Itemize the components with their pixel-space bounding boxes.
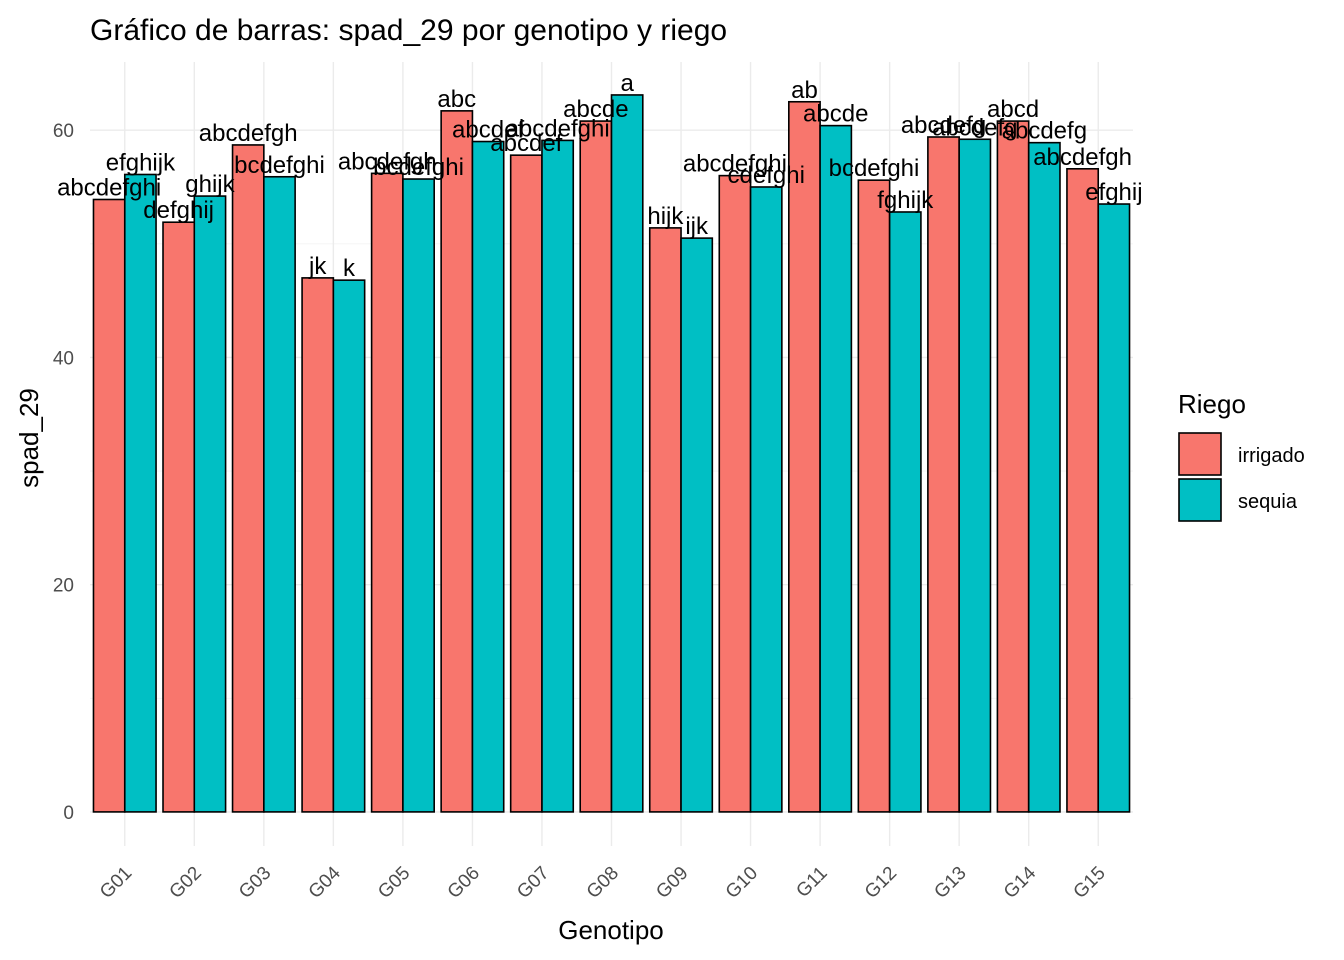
bar-sequia <box>541 139 575 813</box>
bar-irrigado <box>231 144 265 813</box>
bar-letter-label: defghij <box>143 197 214 224</box>
bar-letter-label: bcdefghi <box>373 154 464 181</box>
bar-letter-label: abcdefg <box>932 114 1017 141</box>
bar-letter-label: abc <box>437 86 476 113</box>
bar-letter-label: abcdef <box>490 130 562 157</box>
x-tick-label: G11 <box>792 863 831 902</box>
bar-letter-label: abcdefghi <box>506 115 610 142</box>
bar-letter-label: abcde <box>803 101 868 128</box>
bar-irrigado <box>718 174 752 813</box>
bar-letter-label: ab <box>791 77 818 104</box>
y-axis-ticks: 0 20 40 60 <box>53 121 74 824</box>
legend-label-sequia: sequia <box>1238 491 1298 513</box>
x-axis-ticks: G01 G02 G03 G04 G05 G06 G07 G08 G09 G10 G11 G12 G13 G… <box>96 862 1110 903</box>
bars <box>92 94 1131 813</box>
x-tick-label: G05 <box>374 863 414 903</box>
y-tick-label: 60 <box>53 121 74 142</box>
y-axis-title: spad_29 <box>14 388 44 488</box>
bar-letter-label: bcdefghi <box>829 155 920 182</box>
y-tick-label: 20 <box>53 576 74 597</box>
legend-label-irrigado: irrigado <box>1238 445 1305 467</box>
bar-irrigado <box>370 172 404 813</box>
bar-irrigado <box>579 120 613 813</box>
bar-letter-label: cdefghi <box>728 162 805 189</box>
legend-key-irrigado <box>1178 432 1222 476</box>
bar-sequia <box>332 279 366 813</box>
bar-irrigado <box>92 198 126 813</box>
legend-key-sequia <box>1178 478 1222 522</box>
bar-letter-label: abcdefghi <box>57 174 161 201</box>
bar-irrigado <box>440 110 474 813</box>
bar-sequia <box>819 124 853 813</box>
bar-irrigado <box>996 120 1030 813</box>
bar-letter-label: efghijk <box>106 149 176 176</box>
bar-letter-label: abcde <box>563 96 628 123</box>
bar-sequia <box>680 237 714 813</box>
bar-irrigado <box>301 277 335 813</box>
bar-irrigado <box>509 154 543 813</box>
y-tick-label: 0 <box>63 803 74 824</box>
bar-letter-label: a <box>620 70 634 97</box>
x-tick-label: G12 <box>861 863 901 903</box>
bar-irrigado <box>648 227 682 813</box>
x-tick-label: G14 <box>1000 862 1041 903</box>
bar-letter-label: abcdefgh <box>1033 144 1132 171</box>
bar-sequia <box>749 186 783 813</box>
bar-irrigado <box>927 136 960 813</box>
bar-letter-label: abcdefgh <box>199 120 298 147</box>
bar-sequia <box>888 211 922 813</box>
bar-irrigado <box>788 100 821 813</box>
bar-letter-label: abcdefgh <box>338 148 437 175</box>
x-tick-label: G07 <box>513 863 553 903</box>
bar-letter-label: ghijk <box>185 171 235 198</box>
bar-sequia <box>402 178 435 813</box>
bar-letter-label: k <box>343 255 356 282</box>
bar-sequia <box>1027 141 1061 813</box>
x-tick-label: G15 <box>1070 863 1110 903</box>
x-tick-label: G02 <box>166 863 206 903</box>
bar-letter-label: jk <box>308 253 327 280</box>
legend: Riego irrigado sequia <box>1178 389 1305 522</box>
x-tick-label: G03 <box>235 863 275 903</box>
bar-letter-label: hijk <box>647 203 684 230</box>
bar-letter-label: abcdefg <box>901 112 986 139</box>
bar-letter-label: fghijk <box>877 187 934 214</box>
bar-sequia <box>1097 203 1131 813</box>
bar-irrigado <box>162 221 196 813</box>
bar-letter-label: abcdefg <box>1002 118 1087 145</box>
bar-letter-label: abcdefghi <box>683 151 787 178</box>
bar-sequia <box>958 138 992 813</box>
x-tick-label: G04 <box>305 862 346 903</box>
x-tick-label: G10 <box>722 863 762 903</box>
bar-letter-label: ijk <box>685 213 709 240</box>
y-tick-label: 40 <box>53 348 74 369</box>
bar-letter-label: abcd <box>987 96 1039 123</box>
bar-sequia <box>193 195 227 813</box>
x-tick-label: G13 <box>930 863 970 903</box>
bar-letter-label: abcdef <box>452 117 524 144</box>
bar-letter-label: bcdefghi <box>234 152 325 179</box>
bar-labels: abcdefghiefghijkdefghijghijkabcdefghbcde… <box>57 70 1142 282</box>
bar-sequia <box>610 94 644 813</box>
x-tick-label: G01 <box>96 863 136 903</box>
bar-irrigado <box>857 179 891 813</box>
x-tick-label: G08 <box>583 863 623 903</box>
bar-irrigado <box>1066 168 1100 813</box>
chart-title: Gráfico de barras: spad_29 por genotipo … <box>90 14 727 47</box>
x-tick-label: G09 <box>652 863 692 903</box>
bar-letter-label: efghij <box>1085 179 1142 206</box>
bar-sequia <box>123 173 157 813</box>
x-tick-label: G06 <box>444 863 484 903</box>
bar-sequia <box>471 140 505 813</box>
legend-title: Riego <box>1178 389 1246 419</box>
bar-sequia <box>263 175 296 813</box>
x-axis-title: Genotipo <box>558 915 664 945</box>
